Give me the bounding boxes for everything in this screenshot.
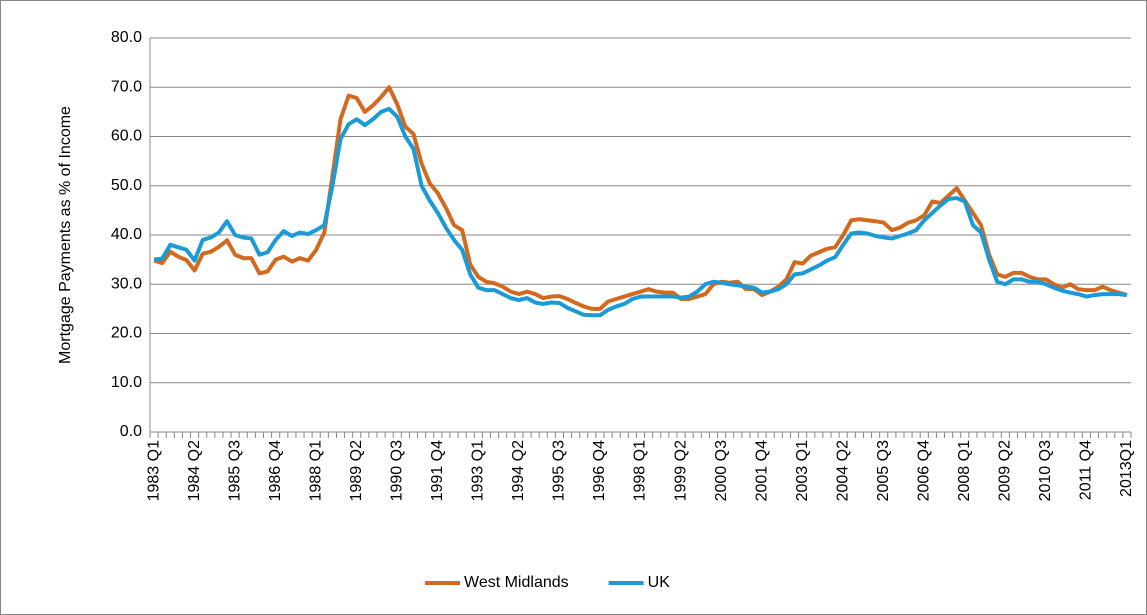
x-tick-label: 2009 Q2 bbox=[997, 440, 1014, 501]
x-tick-label: 2003 Q1 bbox=[794, 440, 811, 501]
y-tick-label: 50.0 bbox=[111, 177, 142, 194]
y-tick-label: 10.0 bbox=[111, 374, 142, 391]
x-tick-label: 1991 Q4 bbox=[429, 440, 446, 501]
y-axis-label: Mortgage Payments as % of Income bbox=[57, 106, 74, 364]
x-tick-label: 1983 Q1 bbox=[145, 440, 162, 501]
x-tick-label: 2004 Q2 bbox=[834, 440, 851, 501]
x-tick-label: 1998 Q1 bbox=[632, 440, 649, 501]
x-tick-label: 1984 Q2 bbox=[186, 440, 203, 501]
x-tick-label: 1994 Q2 bbox=[510, 440, 527, 501]
legend-label: West Midlands bbox=[464, 574, 569, 591]
x-tick-label: 1995 Q3 bbox=[551, 440, 568, 501]
x-tick-label: 1990 Q3 bbox=[388, 440, 405, 501]
x-tick-label: 2008 Q1 bbox=[956, 440, 973, 501]
x-tick-label: 2005 Q3 bbox=[875, 440, 892, 501]
x-tick-label: 1986 Q4 bbox=[267, 440, 284, 501]
y-tick-label: 30.0 bbox=[111, 275, 142, 292]
legend-label: UK bbox=[648, 574, 671, 591]
x-tick-label: 1985 Q3 bbox=[226, 440, 243, 501]
x-tick-label: 2000 Q3 bbox=[713, 440, 730, 501]
y-tick-label: 0.0 bbox=[120, 423, 142, 440]
x-tick-label: 1988 Q1 bbox=[307, 440, 324, 501]
x-tick-label: 2006 Q4 bbox=[915, 440, 932, 501]
y-tick-label: 60.0 bbox=[111, 128, 142, 145]
x-tick-label: 2011 Q4 bbox=[1078, 440, 1095, 500]
y-tick-label: 70.0 bbox=[111, 78, 142, 95]
x-tick-label: 1989 Q2 bbox=[348, 440, 365, 501]
x-tick-label: 1999 Q2 bbox=[672, 440, 689, 501]
x-tick-label: 1993 Q1 bbox=[470, 440, 487, 501]
x-tick-label: 1996 Q4 bbox=[591, 440, 608, 501]
x-tick-label: 2001 Q4 bbox=[753, 440, 770, 501]
y-tick-label: 20.0 bbox=[111, 325, 142, 342]
x-tick-label: 2010 Q3 bbox=[1037, 440, 1054, 501]
y-tick-label: 40.0 bbox=[111, 226, 142, 243]
x-tick-label: 2013Q1 bbox=[1118, 440, 1135, 497]
series-line bbox=[153, 106, 1128, 318]
y-tick-label: 80.0 bbox=[111, 29, 142, 46]
